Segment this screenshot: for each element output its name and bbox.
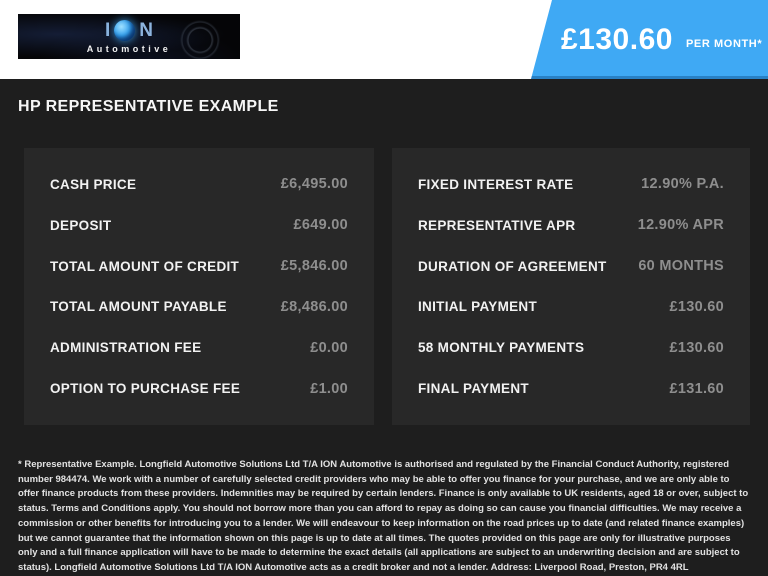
globe-icon [114, 19, 136, 41]
row-label: REPRESENTATIVE APR [418, 217, 576, 233]
row-label: INITIAL PAYMENT [418, 299, 538, 315]
finance-row-interest-rate: FIXED INTEREST RATE 12.90% P.A. [418, 176, 724, 192]
row-value: 12.90% APR [637, 217, 724, 234]
row-label: DEPOSIT [50, 217, 112, 233]
finance-row-total-credit: TOTAL AMOUNT OF CREDIT £5,846.00 [50, 258, 348, 274]
row-label: OPTION TO PURCHASE FEE [50, 381, 241, 397]
monthly-price-banner: £130.60 PER MONTH* [531, 0, 768, 79]
finance-row-option-fee: OPTION TO PURCHASE FEE £1.00 [50, 381, 348, 397]
row-label: FINAL PAYMENT [418, 381, 529, 397]
row-label: TOTAL AMOUNT OF CREDIT [50, 258, 240, 274]
row-label: CASH PRICE [50, 176, 137, 192]
row-value: 60 MONTHS [638, 258, 724, 275]
row-value: 12.90% P.A. [641, 176, 724, 193]
finance-row-total-payable: TOTAL AMOUNT PAYABLE £8,486.00 [50, 299, 348, 315]
brand-logo-wordmark: I N [104, 19, 153, 41]
row-value: £130.60 [669, 298, 724, 315]
row-label: 58 MONTHLY PAYMENTS [418, 340, 585, 356]
row-value: £8,486.00 [280, 298, 348, 315]
finance-row-initial-payment: INITIAL PAYMENT £130.60 [418, 299, 724, 315]
row-value: £6,495.00 [280, 176, 348, 193]
finance-row-final-payment: FINAL PAYMENT £131.60 [418, 381, 724, 397]
row-value: £131.60 [669, 380, 724, 397]
row-value: £130.60 [669, 339, 724, 356]
row-label: TOTAL AMOUNT PAYABLE [50, 299, 227, 315]
finance-row-apr: REPRESENTATIVE APR 12.90% APR [418, 217, 724, 233]
finance-row-admin-fee: ADMINISTRATION FEE £0.00 [50, 340, 348, 356]
finance-row-monthly-payments: 58 MONTHLY PAYMENTS £130.60 [418, 340, 724, 356]
row-value: £5,846.00 [280, 258, 348, 275]
logo-letter-i: I [104, 19, 111, 41]
per-month-label: PER MONTH* [685, 38, 763, 50]
row-label: DURATION OF AGREEMENT [418, 258, 607, 274]
page-title: HP REPRESENTATIVE EXAMPLE [18, 98, 279, 115]
row-label: FIXED INTEREST RATE [418, 176, 574, 192]
finance-panel-right: FIXED INTEREST RATE 12.90% P.A. REPRESEN… [392, 148, 750, 425]
finance-panel-left: CASH PRICE £6,495.00 DEPOSIT £649.00 TOT… [24, 148, 374, 425]
row-value: £1.00 [310, 380, 348, 397]
brand-logo-subtitle: Automotive [86, 43, 172, 54]
row-value: £0.00 [310, 339, 348, 356]
logo-letter-n: N [139, 19, 153, 41]
top-header-strip: I N Automotive £130.60 PER MONTH* [0, 0, 768, 79]
monthly-price-amount: £130.60 [561, 22, 673, 56]
row-value: £649.00 [293, 217, 348, 234]
disclaimer-text: * Representative Example. Longfield Auto… [18, 459, 749, 573]
finance-row-cash-price: CASH PRICE £6,495.00 [50, 176, 348, 192]
row-label: ADMINISTRATION FEE [50, 340, 202, 356]
finance-row-deposit: DEPOSIT £649.00 [50, 217, 348, 233]
finance-row-duration: DURATION OF AGREEMENT 60 MONTHS [418, 258, 724, 274]
brand-logo: I N Automotive [18, 14, 240, 59]
